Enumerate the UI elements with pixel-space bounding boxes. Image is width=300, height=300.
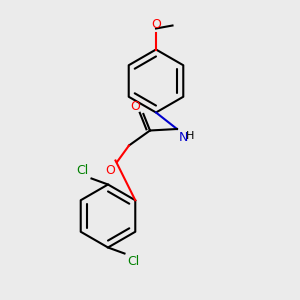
Text: Cl: Cl <box>76 164 88 177</box>
Text: O: O <box>151 19 161 32</box>
Text: H: H <box>185 130 194 140</box>
Text: N: N <box>178 130 188 143</box>
Text: O: O <box>130 100 140 112</box>
Text: O: O <box>106 164 116 176</box>
Text: Cl: Cl <box>128 255 140 268</box>
